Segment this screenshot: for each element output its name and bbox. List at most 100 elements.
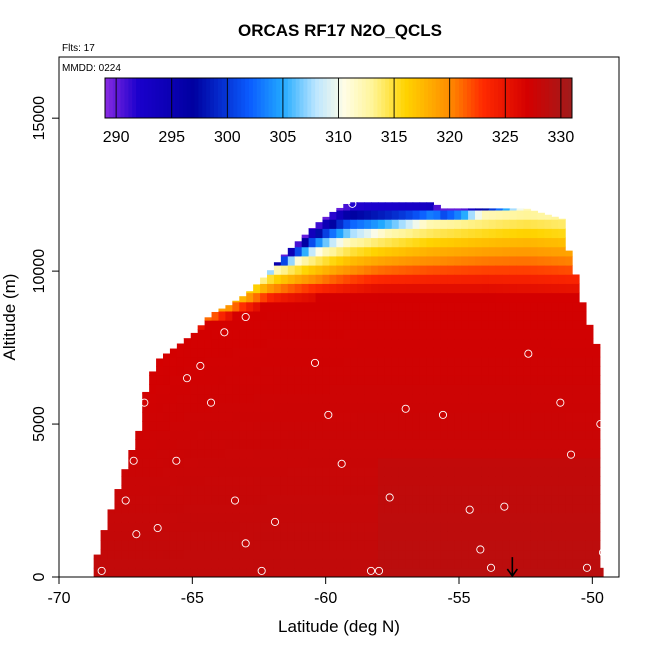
heatmap-cell <box>544 301 552 312</box>
colorbar-segment <box>252 78 258 118</box>
heatmap-cell <box>558 402 566 413</box>
heatmap-cell <box>280 320 289 330</box>
heatmap-cell <box>343 448 351 459</box>
heatmap-cell <box>308 228 317 239</box>
sample-point <box>324 410 333 419</box>
heatmap-cell <box>391 439 400 450</box>
heatmap-cell <box>377 430 386 440</box>
heatmap-cell <box>190 476 199 486</box>
heatmap-cell <box>163 353 171 358</box>
heatmap-cell <box>579 466 587 477</box>
heatmap-cell <box>350 485 358 496</box>
heatmap-cell <box>398 292 407 303</box>
heatmap-cell <box>433 476 441 486</box>
heatmap-cell <box>121 512 129 523</box>
heatmap-cell <box>468 301 476 312</box>
heatmap-cell <box>558 466 566 477</box>
heatmap-cell <box>287 549 296 560</box>
heatmap-cell <box>128 466 136 477</box>
heatmap-cell <box>239 310 247 321</box>
heatmap-cell <box>267 338 275 349</box>
heatmap-cell <box>301 265 310 275</box>
heatmap-cell <box>558 521 566 532</box>
colorbar-segment <box>120 78 125 118</box>
heatmap-cell <box>253 292 261 303</box>
heatmap-cell <box>253 457 261 468</box>
heatmap-cell <box>572 512 580 523</box>
heatmap-cell <box>488 411 497 422</box>
heatmap-cell <box>488 494 497 505</box>
heatmap-cell <box>516 521 525 532</box>
heatmap-cell <box>294 448 303 459</box>
heatmap-cell <box>468 246 476 257</box>
heatmap-cell <box>280 283 289 294</box>
heatmap-cell <box>190 448 199 459</box>
heatmap-cell <box>551 265 559 275</box>
heatmap-cell <box>225 402 233 413</box>
heatmap-cell <box>419 338 428 349</box>
heatmap-cell <box>426 283 434 294</box>
heatmap-cell <box>523 439 532 450</box>
heatmap-cell <box>301 375 310 385</box>
colorbar-tick-label: 315 <box>381 129 408 146</box>
heatmap-cell <box>260 402 268 413</box>
heatmap-cell <box>253 430 261 440</box>
heatmap-cell <box>260 375 268 385</box>
heatmap-cell <box>232 558 240 569</box>
heatmap-cell <box>308 558 317 569</box>
heatmap-cell <box>357 549 365 560</box>
heatmap-cell <box>481 274 490 284</box>
heatmap-cell <box>523 347 532 358</box>
heatmap-cell <box>211 457 220 468</box>
heatmap-cell <box>405 466 414 477</box>
heatmap-cell <box>391 255 400 266</box>
heatmap-cell <box>301 531 310 541</box>
heatmap-cell <box>433 466 441 477</box>
heatmap-cell <box>537 503 545 514</box>
colorbar-segment <box>256 78 262 118</box>
heatmap-cell <box>204 365 213 376</box>
heatmap-cell <box>183 494 192 505</box>
heatmap-cell <box>419 283 428 294</box>
heatmap-cell <box>572 329 580 340</box>
heatmap-cell <box>135 430 143 440</box>
heatmap-cell <box>384 512 393 523</box>
heatmap-cell <box>572 301 580 312</box>
heatmap-cell <box>585 531 594 541</box>
heatmap-cell <box>481 430 490 440</box>
heatmap-cell <box>558 329 566 340</box>
heatmap-cell <box>371 512 379 523</box>
heatmap-cell <box>384 531 393 541</box>
heatmap-cell <box>357 558 365 569</box>
heatmap-cell <box>565 310 573 321</box>
heatmap-cell <box>301 338 310 349</box>
heatmap-cell <box>447 549 455 560</box>
colorbar-segment <box>307 78 312 118</box>
heatmap-cell <box>294 503 303 514</box>
heatmap-cell <box>488 209 497 220</box>
heatmap-cell <box>579 375 587 385</box>
heatmap-cell <box>516 255 525 266</box>
heatmap-cell <box>364 540 372 551</box>
sample-point <box>465 505 474 514</box>
heatmap-cell <box>169 549 178 560</box>
heatmap-cell <box>343 521 351 532</box>
heatmap-cell <box>197 365 206 376</box>
heatmap-cell <box>273 421 282 431</box>
heatmap-cell <box>301 283 310 294</box>
heatmap-cell <box>260 393 268 404</box>
heatmap-cell <box>280 430 289 440</box>
heatmap-cell <box>239 301 247 312</box>
heatmap-cell <box>398 274 407 284</box>
colorbar-segment <box>354 78 359 118</box>
heatmap-cell <box>488 531 497 541</box>
heatmap-cell <box>183 347 192 358</box>
heatmap-cell <box>273 265 282 275</box>
heatmap-cell <box>565 365 573 376</box>
x-tick-label: -60 <box>314 590 337 607</box>
heatmap-cell <box>322 558 330 569</box>
heatmap-cell <box>287 439 296 450</box>
heatmap-cell <box>523 457 532 468</box>
